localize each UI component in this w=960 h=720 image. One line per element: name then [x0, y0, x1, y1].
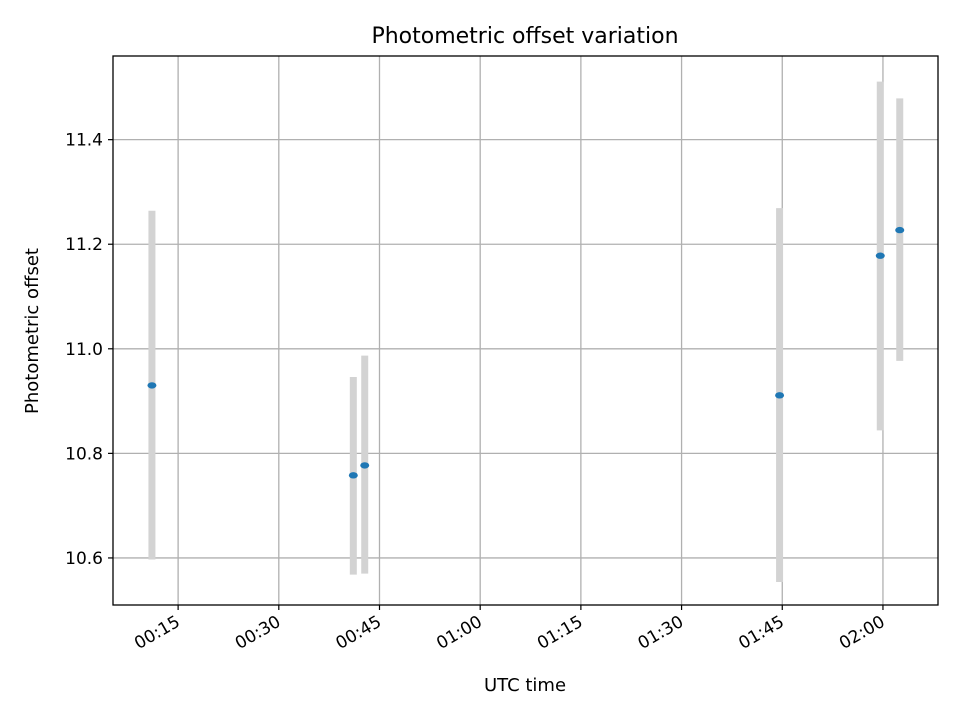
y-axis-ticks: 10.6 10.8 11.0 11.2 11.4	[65, 131, 113, 569]
x-axis-label: UTC time	[484, 675, 566, 696]
data-point	[147, 382, 157, 389]
data-point	[360, 462, 370, 469]
data-point	[875, 252, 885, 259]
y-tick-label: 11.0	[65, 340, 103, 360]
axes-frame	[112, 55, 939, 606]
y-tick-label: 11.2	[65, 235, 103, 255]
data-point	[895, 226, 905, 234]
y-axis-label: Photometric offset	[22, 248, 43, 414]
data-point	[348, 472, 358, 479]
y-tick-label: 11.4	[65, 131, 103, 151]
y-tick-label: 10.8	[65, 444, 103, 464]
data-point	[775, 392, 785, 399]
chart-title: Photometric offset variation	[371, 24, 678, 49]
y-tick-label: 10.6	[65, 549, 103, 569]
data-points	[147, 226, 905, 479]
